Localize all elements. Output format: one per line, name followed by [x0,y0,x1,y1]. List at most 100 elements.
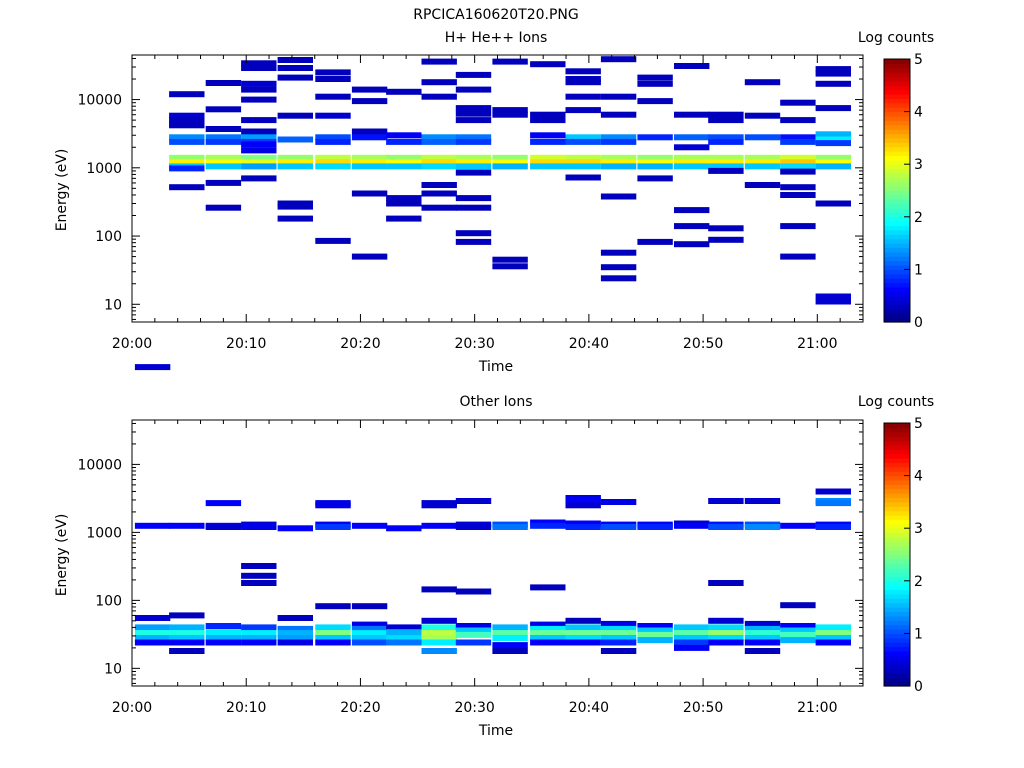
x-tick-label: 20:40 [569,336,609,352]
colorbar-swatch [884,194,910,200]
heatmap-cell [455,117,492,124]
heatmap-cell [455,163,492,170]
heatmap-cell [530,621,566,628]
heatmap-cell [277,163,313,170]
heatmap-cell [386,215,422,222]
colorbar-tick-label: 1 [914,262,923,278]
heatmap-cell [744,639,781,646]
heatmap-cell [277,57,313,63]
heatmap-cell [780,627,816,634]
heatmap-cell [315,76,351,82]
colorbar-swatch [884,142,910,148]
colorbar-swatch [884,317,910,323]
heatmap-cell [674,111,710,118]
heatmap-cell [600,499,637,505]
heatmap-cell [565,68,601,75]
heatmap-cell [169,159,205,166]
heatmap-cell [565,635,601,641]
heatmap-cell [205,159,242,166]
heatmap-cell [708,580,744,586]
colorbar-swatch [884,85,910,91]
heatmap-cell [421,182,457,188]
heatmap-cell [169,612,205,619]
heatmap-cell [492,154,528,161]
heatmap-cell [600,630,637,637]
heatmap-cell [637,524,673,530]
colorbar-swatch [884,251,910,257]
heatmap-cell [565,174,601,181]
heatmap-cell [351,159,388,166]
heatmap-cell [492,256,528,263]
heatmap-cell [744,498,781,504]
heatmap-cell [815,70,851,77]
heatmap-cell [241,630,277,637]
heatmap-cell [386,624,422,631]
heatmap-cell [241,134,277,141]
heatmap-cell [744,163,781,170]
heatmap-cell [780,138,816,145]
heatmap-cell [565,520,601,527]
heatmap-cell [205,138,242,145]
heatmap-cell [744,159,781,166]
heatmap-cell [455,524,492,530]
colorbar-swatch [884,589,910,595]
heatmap-cell [455,110,492,117]
heatmap-cell [674,159,710,166]
heatmap-cell [815,80,851,87]
colorbar-swatch [884,449,910,455]
x-axis-label: Time [478,359,513,375]
colorbar-swatch [884,111,910,117]
colorbar-swatch [884,98,910,104]
colorbar-swatch [884,260,910,266]
colorbar-swatch [884,94,910,100]
heatmap-cell [637,623,673,629]
heatmap-cell [637,175,673,182]
heatmap-cell [134,630,171,637]
colorbar-swatch [884,440,910,446]
heatmap-cell [455,230,492,237]
colorbar-swatch [884,89,910,95]
heatmap-cell [315,112,351,119]
heatmap-cell [169,648,205,654]
heatmap-cell [134,635,171,641]
heatmap-cell [565,93,601,100]
heatmap-cell [492,263,528,270]
heatmap-cell [315,134,351,141]
heatmap-cell [241,572,277,579]
heatmap-cell [241,65,277,71]
colorbar-tick-label: 3 [914,157,923,173]
colorbar-swatch [884,190,910,196]
colorbar-swatch [884,256,910,262]
colorbar-label: Log counts [858,30,934,46]
heatmap-cell [708,138,744,145]
heatmap-cell [205,163,242,170]
heatmap-cell [134,639,171,646]
colorbar-swatch [884,523,910,529]
heatmap-cell [351,163,388,170]
heatmap-cell [815,66,851,73]
heatmap-cell [277,635,313,641]
x-tick-label: 20:40 [569,700,609,716]
colorbar-swatch [884,151,910,157]
heatmap-cell [530,117,566,124]
heatmap-cell [744,620,781,627]
heatmap-cell [205,623,242,629]
colorbar-swatch [884,137,910,143]
heatmap-cell [674,163,710,170]
heatmap-cell [421,190,457,197]
heatmap-cell [815,154,851,161]
heatmap-cell [205,126,242,132]
heatmap-cell [351,98,388,105]
colorbar-swatch [884,313,910,319]
colorbar-swatch [884,146,910,152]
colorbar-swatch [884,159,910,165]
heatmap-cell [674,639,710,646]
heatmap-cell [241,159,277,166]
heatmap-cell [351,154,388,161]
heatmap-cell [600,56,637,63]
heatmap-cell [421,138,457,145]
heatmap-cell [134,364,171,371]
x-tick-label: 20:00 [112,700,152,716]
colorbar-swatch [884,431,910,437]
x-tick-label: 20:10 [226,700,266,716]
